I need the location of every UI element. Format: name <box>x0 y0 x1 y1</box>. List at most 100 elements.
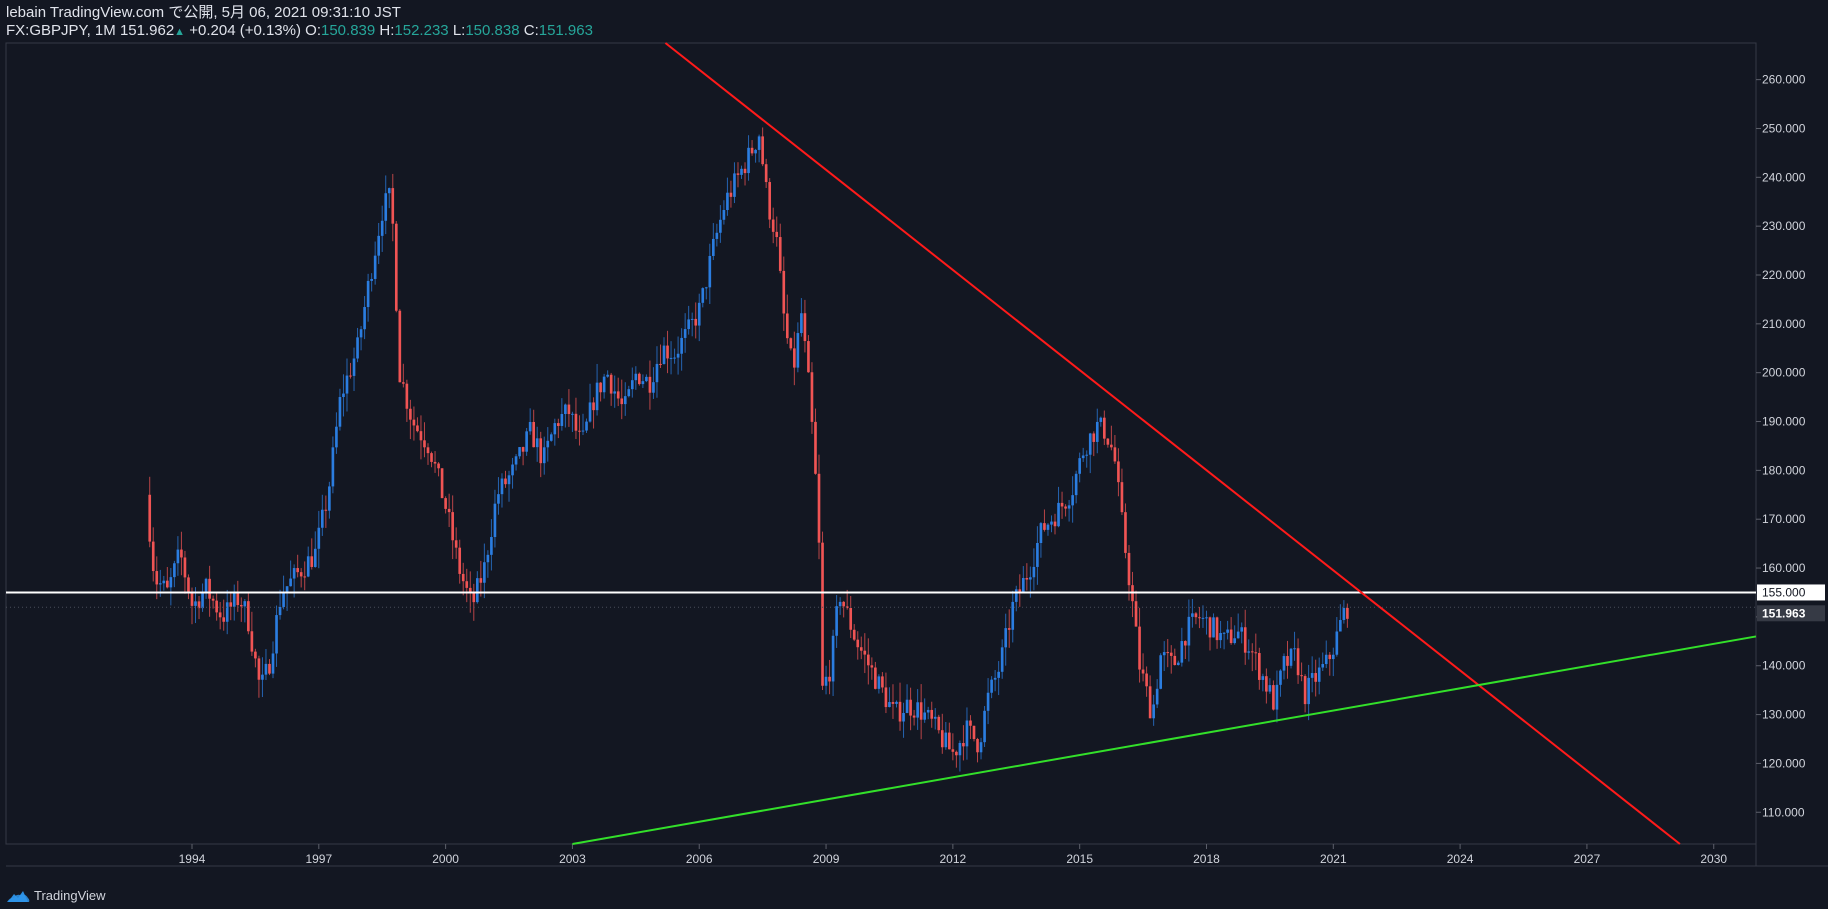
candle-down <box>1092 433 1096 442</box>
candle-down <box>1018 589 1022 593</box>
candle-down <box>1148 686 1152 719</box>
candle-up <box>560 414 564 426</box>
candle-up <box>511 464 514 476</box>
candle-up <box>1240 627 1244 632</box>
candle-up <box>796 333 800 368</box>
candle-up <box>1289 648 1293 666</box>
candle-down <box>440 468 444 499</box>
candle-up <box>1095 421 1099 442</box>
candle-down <box>771 219 775 232</box>
candle-down <box>394 223 398 311</box>
candle-up <box>387 188 391 194</box>
candle-down <box>437 463 440 469</box>
last-price: 151.962 <box>119 22 175 39</box>
x-tick-label: 2012 <box>940 852 967 866</box>
candle-down <box>197 601 201 609</box>
candle-up <box>370 278 373 281</box>
candle-down <box>402 382 405 384</box>
candle-down <box>472 593 476 603</box>
candle-up <box>888 702 891 708</box>
candle-down <box>616 391 620 399</box>
candle-up <box>366 280 370 308</box>
candle-up <box>535 438 539 448</box>
candle-down <box>398 310 402 383</box>
y-tick-label: 140.000 <box>1762 659 1806 673</box>
candle-down <box>962 743 965 747</box>
candle-up <box>1226 629 1229 633</box>
last-price-badge <box>1757 605 1825 622</box>
candle-up <box>712 238 715 256</box>
candle-up <box>1219 632 1222 641</box>
chart-header: lebain TradingView.com で公開, 5月 06, 2021 … <box>6 4 593 40</box>
y-tick-label: 240.000 <box>1762 170 1806 184</box>
x-tick-label: 2021 <box>1320 852 1347 866</box>
candle-up <box>313 548 317 567</box>
candle-up <box>831 635 835 682</box>
candle-up <box>1074 473 1078 496</box>
candle-down <box>215 600 218 613</box>
tradingview-logo[interactable]: TradingView <box>6 888 106 903</box>
y-tick-label: 200.000 <box>1762 366 1806 380</box>
candle-down <box>866 654 870 666</box>
x-tick-label: 2015 <box>1066 852 1093 866</box>
candle-up <box>1046 524 1050 530</box>
candle-down <box>919 702 923 720</box>
candle-up <box>201 591 204 609</box>
candle-up <box>500 478 504 495</box>
candle-up <box>1342 607 1346 621</box>
candle-down <box>461 573 465 582</box>
candle-down <box>183 557 187 578</box>
candle-down <box>1141 669 1145 674</box>
candle-down <box>521 447 525 452</box>
brand-text: TradingView <box>34 888 106 903</box>
candle-up <box>683 329 687 338</box>
candle-up <box>264 663 268 675</box>
candle-down <box>1303 676 1307 705</box>
candle-down <box>898 701 902 722</box>
candle-up <box>528 421 532 432</box>
candle-up <box>634 373 638 381</box>
candle-down <box>609 374 613 394</box>
candle-up <box>321 509 324 528</box>
candle-down <box>423 440 426 448</box>
candle-up <box>518 447 521 457</box>
candle-down <box>229 602 233 607</box>
candle-down <box>254 651 257 659</box>
candle-down <box>433 461 437 464</box>
cloud-logo-icon <box>7 890 30 902</box>
candle-down <box>412 419 416 426</box>
candle-down <box>1110 444 1113 448</box>
candle-down <box>190 593 194 606</box>
up-arrow-icon: ▲ <box>174 26 186 38</box>
candle-down <box>349 375 352 377</box>
candle-down <box>426 447 430 454</box>
candle-down <box>638 373 641 385</box>
candle-up <box>1176 662 1180 666</box>
candle-down <box>874 667 877 689</box>
candle-down <box>409 408 412 420</box>
y-tick-label: 180.000 <box>1762 463 1806 477</box>
candle-down <box>479 578 483 583</box>
candle-down <box>789 338 793 349</box>
candle-up <box>680 337 683 354</box>
candle-up <box>1310 673 1314 678</box>
candle-up <box>655 363 659 383</box>
candle-down <box>151 541 155 572</box>
candle-up <box>1279 670 1282 685</box>
candle-down <box>1173 655 1177 666</box>
low-value: 150.838 <box>465 22 520 39</box>
candle-down <box>881 676 884 688</box>
candle-down <box>1138 626 1141 670</box>
candle-up <box>1205 617 1208 619</box>
candle-up <box>1000 647 1004 672</box>
candle-up <box>669 357 673 359</box>
y-tick-label: 160.000 <box>1762 561 1806 575</box>
candle-down <box>775 231 779 238</box>
candle-down <box>1145 673 1148 687</box>
candle-up <box>895 701 898 704</box>
candle-down <box>180 549 183 558</box>
y-tick-label: 110.000 <box>1762 805 1805 819</box>
candle-down <box>1043 523 1046 530</box>
candle-up <box>1085 454 1089 456</box>
